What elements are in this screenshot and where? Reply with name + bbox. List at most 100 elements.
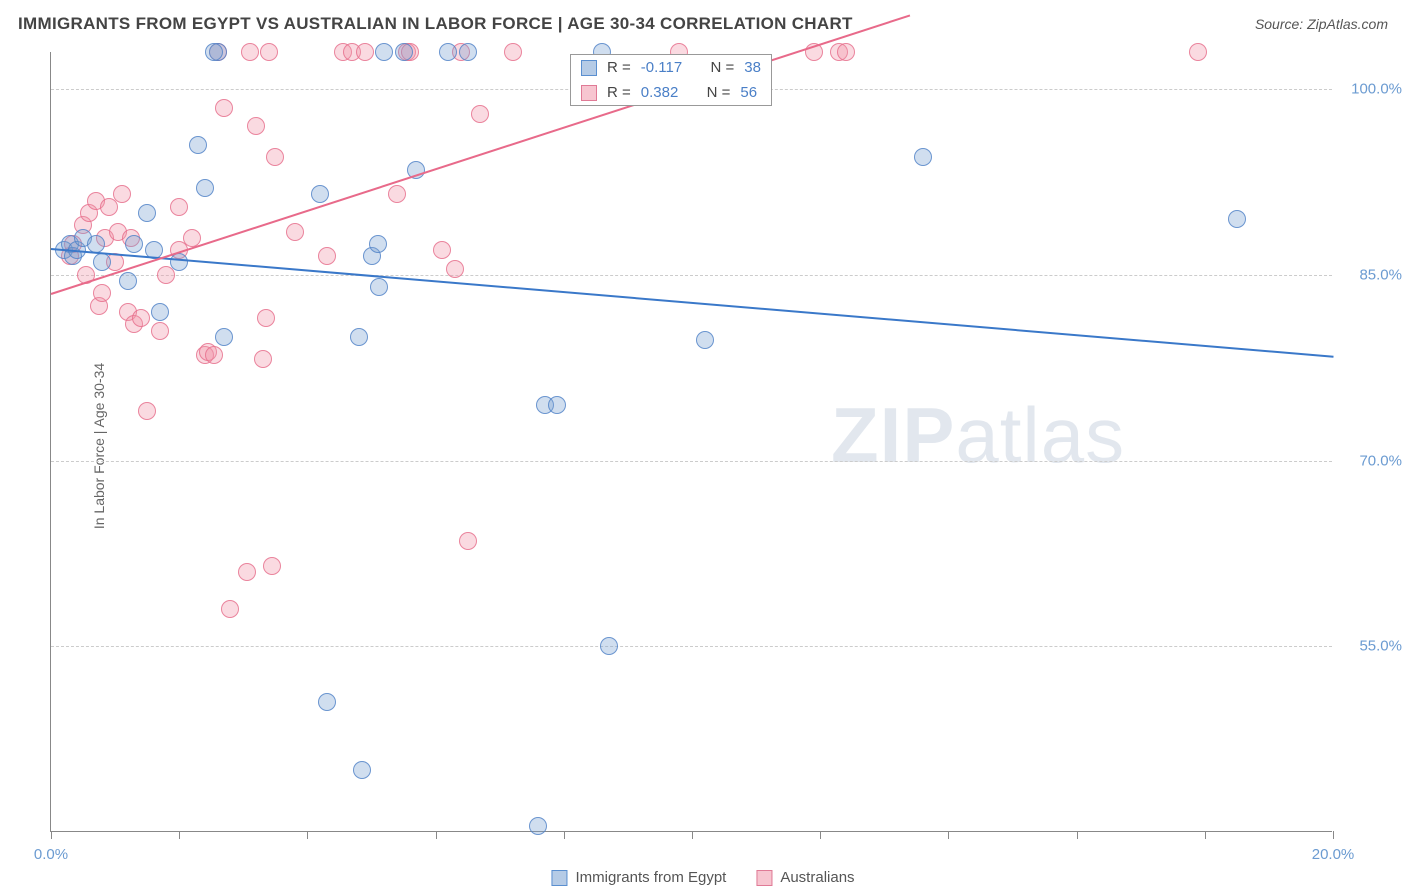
data-point xyxy=(433,241,451,259)
data-point xyxy=(205,43,223,61)
data-point xyxy=(170,198,188,216)
data-point xyxy=(151,322,169,340)
data-point xyxy=(356,43,374,61)
n-value-s1: 38 xyxy=(744,59,761,76)
chart-container: IMMIGRANTS FROM EGYPT VS AUSTRALIAN IN L… xyxy=(0,0,1406,892)
x-tick xyxy=(1077,831,1078,839)
r-value-s1: -0.117 xyxy=(641,59,682,76)
x-tick-label: 20.0% xyxy=(1312,846,1355,863)
data-point xyxy=(221,600,239,618)
data-point xyxy=(138,402,156,420)
x-tick xyxy=(1333,831,1334,839)
gridline xyxy=(51,646,1332,647)
n-label: N = xyxy=(711,59,735,76)
plot-area: ZIPatlas 55.0%70.0%85.0%100.0%0.0%20.0% xyxy=(50,52,1332,832)
x-tick-label: 0.0% xyxy=(34,846,68,863)
data-point xyxy=(260,43,278,61)
legend-item-series2: Australians xyxy=(756,869,854,886)
legend-label-s1: Immigrants from Egypt xyxy=(575,869,726,886)
y-tick-label: 70.0% xyxy=(1342,452,1402,469)
data-point xyxy=(529,817,547,835)
data-point xyxy=(189,136,207,154)
data-point xyxy=(93,253,111,271)
data-point xyxy=(914,148,932,166)
data-point xyxy=(263,557,281,575)
data-point xyxy=(151,303,169,321)
y-tick-label: 55.0% xyxy=(1342,638,1402,655)
x-tick xyxy=(948,831,949,839)
swatch-pink-icon xyxy=(581,85,597,101)
stats-legend: R = -0.117 N = 38 R = 0.382 N = 56 xyxy=(570,54,772,106)
x-tick xyxy=(564,831,565,839)
data-point xyxy=(504,43,522,61)
data-point xyxy=(311,185,329,203)
data-point xyxy=(113,185,131,203)
data-point xyxy=(87,235,105,253)
data-point xyxy=(459,532,477,550)
data-point xyxy=(696,331,714,349)
x-tick xyxy=(51,831,52,839)
n-label: N = xyxy=(707,84,731,101)
data-point xyxy=(369,235,387,253)
x-tick xyxy=(179,831,180,839)
data-point xyxy=(1228,210,1246,228)
data-point xyxy=(215,328,233,346)
stats-row-series2: R = 0.382 N = 56 xyxy=(571,80,771,105)
y-tick-label: 85.0% xyxy=(1342,266,1402,283)
x-tick xyxy=(307,831,308,839)
watermark-bold: ZIP xyxy=(831,391,955,479)
data-point xyxy=(125,235,143,253)
data-point xyxy=(459,43,477,61)
data-point xyxy=(370,278,388,296)
x-tick xyxy=(692,831,693,839)
watermark-rest: atlas xyxy=(955,391,1125,479)
chart-header: IMMIGRANTS FROM EGYPT VS AUSTRALIAN IN L… xyxy=(0,0,1406,48)
r-value-s2: 0.382 xyxy=(641,84,679,101)
stats-row-series1: R = -0.117 N = 38 xyxy=(571,55,771,80)
data-point xyxy=(375,43,393,61)
data-point xyxy=(318,693,336,711)
x-tick xyxy=(1205,831,1206,839)
y-tick-label: 100.0% xyxy=(1342,81,1402,98)
data-point xyxy=(388,185,406,203)
data-point xyxy=(119,272,137,290)
r-label: R = xyxy=(607,59,631,76)
data-point xyxy=(241,43,259,61)
data-point xyxy=(471,105,489,123)
source-attribution: Source: ZipAtlas.com xyxy=(1255,16,1388,32)
data-point xyxy=(600,637,618,655)
data-point xyxy=(286,223,304,241)
data-point xyxy=(215,99,233,117)
swatch-blue-icon xyxy=(551,870,567,886)
data-point xyxy=(350,328,368,346)
data-point xyxy=(318,247,336,265)
legend-label-s2: Australians xyxy=(780,869,854,886)
data-point xyxy=(353,761,371,779)
data-point xyxy=(138,204,156,222)
swatch-blue-icon xyxy=(581,60,597,76)
trend-line xyxy=(51,248,1333,358)
chart-title: IMMIGRANTS FROM EGYPT VS AUSTRALIAN IN L… xyxy=(18,14,853,34)
data-point xyxy=(837,43,855,61)
watermark: ZIPatlas xyxy=(831,390,1125,481)
data-point xyxy=(439,43,457,61)
legend-item-series1: Immigrants from Egypt xyxy=(551,869,726,886)
data-point xyxy=(1189,43,1207,61)
trend-line xyxy=(51,15,911,295)
gridline xyxy=(51,461,1332,462)
swatch-pink-icon xyxy=(756,870,772,886)
data-point xyxy=(205,346,223,364)
data-point xyxy=(446,260,464,278)
data-point xyxy=(257,309,275,327)
data-point xyxy=(254,350,272,368)
data-point xyxy=(170,253,188,271)
data-point xyxy=(247,117,265,135)
data-point xyxy=(93,284,111,302)
bottom-legend: Immigrants from Egypt Australians xyxy=(551,869,854,886)
data-point xyxy=(548,396,566,414)
gridline xyxy=(51,275,1332,276)
data-point xyxy=(196,179,214,197)
r-label: R = xyxy=(607,84,631,101)
x-tick xyxy=(820,831,821,839)
data-point xyxy=(132,309,150,327)
